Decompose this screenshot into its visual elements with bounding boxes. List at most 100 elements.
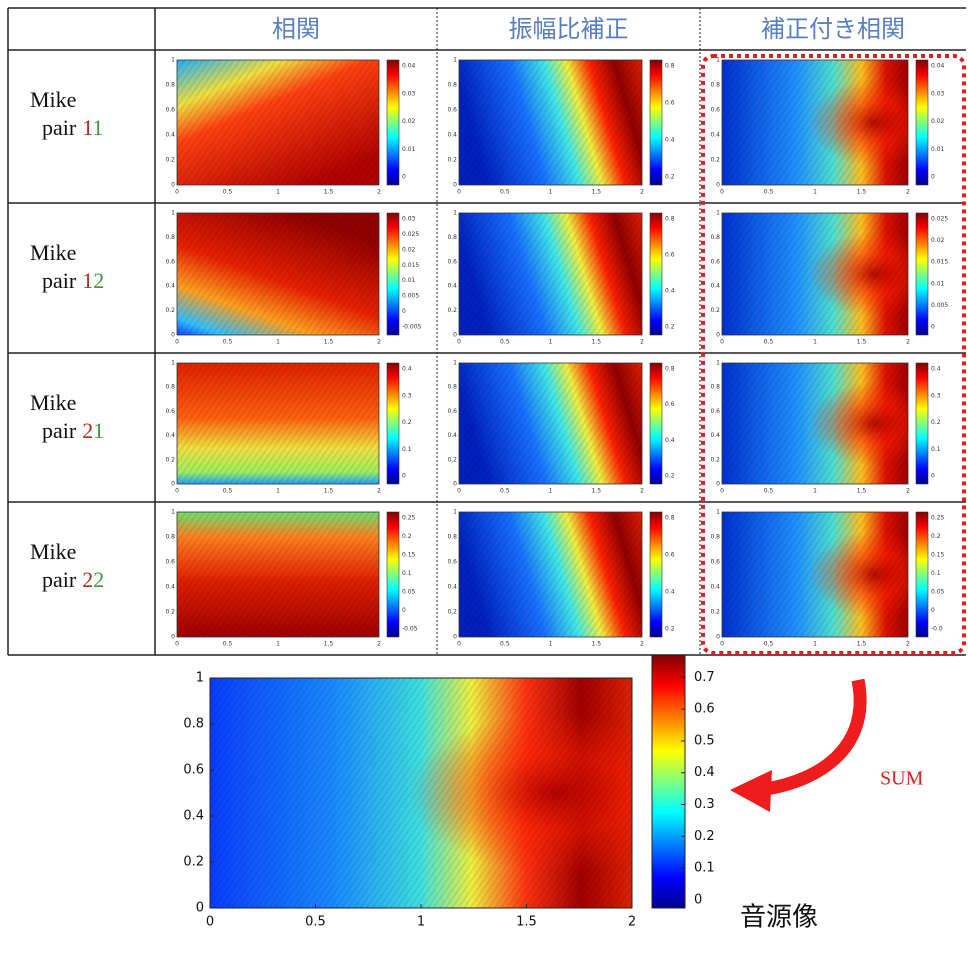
small-y-tick: 1	[171, 210, 175, 217]
small-y-tick: 0.8	[710, 82, 720, 89]
small-y-tick: 0.8	[710, 534, 720, 541]
y-tick-label: 0.6	[183, 763, 204, 778]
y-tick-label: 0.8	[183, 717, 204, 732]
sum-arrowhead	[730, 770, 772, 812]
small-y-tick: 0.2	[710, 609, 720, 616]
colorbar	[649, 59, 663, 186]
axes-frame	[458, 511, 643, 638]
colorbar-tick: 0.02	[931, 118, 945, 125]
small-x-tick: 0.5	[764, 488, 774, 495]
small-x-tick: 0.5	[764, 339, 774, 346]
small-y-tick: 0.4	[165, 432, 175, 439]
colorbar-tick: 0.005	[931, 302, 948, 309]
column-header: 振幅比補正	[509, 15, 629, 43]
small-y-tick: 1	[171, 360, 175, 367]
axes-frame	[458, 362, 643, 485]
pair-word: pair	[42, 567, 77, 592]
small-y-tick: 1	[716, 509, 720, 516]
colorbar-tick: 0.01	[931, 280, 945, 287]
colorbar	[915, 212, 929, 336]
colorbar-tick: 0.3	[931, 392, 941, 399]
small-y-tick: 0.2	[165, 307, 175, 314]
small-x-tick: 1	[549, 641, 553, 648]
small-y-tick: 0.8	[447, 82, 457, 89]
colorbar-tick: 0.15	[402, 552, 416, 559]
sum-arrow	[759, 678, 867, 797]
small-y-tick: 0.8	[165, 534, 175, 541]
colorbar-tick: 0.2	[402, 419, 412, 426]
small-x-tick: 2	[906, 339, 910, 346]
small-x-tick: 0	[457, 641, 461, 648]
small-x-tick: 1.5	[591, 641, 601, 648]
small-x-tick: 0	[175, 189, 179, 196]
small-x-tick: 1	[549, 339, 553, 346]
small-x-tick: 2	[906, 641, 910, 648]
small-x-tick: 1	[276, 189, 280, 196]
colorbar-tick: 0.8	[665, 366, 675, 373]
small-y-tick: 0.6	[710, 559, 720, 566]
small-y-tick: 0.6	[165, 107, 175, 114]
small-x-tick: 0	[457, 488, 461, 495]
colorbar-tick: 0.04	[931, 63, 945, 70]
small-y-tick: 0.2	[165, 157, 175, 164]
small-x-tick: 1.5	[324, 339, 334, 346]
small-y-tick: 0	[453, 332, 457, 339]
small-x-tick: 1	[549, 189, 553, 196]
small-x-tick: 0	[175, 641, 179, 648]
small-y-tick: 0	[716, 332, 720, 339]
small-x-tick: 2	[640, 641, 644, 648]
colorbar-tick: 0.025	[931, 216, 948, 223]
x-tick-label: 2	[628, 915, 636, 930]
colorbar-tick: 0	[931, 607, 935, 614]
heatmap-texture	[177, 363, 379, 484]
small-x-tick: 0.5	[764, 189, 774, 196]
colorbar-tick: 0.8	[665, 515, 675, 522]
colorbar-tick: 0	[402, 174, 406, 181]
colorbar-tick: 0.1	[931, 446, 941, 453]
colorbar-tick: 0	[402, 308, 406, 315]
colorbar-tick: 0.1	[402, 446, 412, 453]
heatmap-texture	[459, 512, 642, 637]
colorbar-tick: -0.05	[402, 626, 418, 633]
colorbar-tick: 0.03	[931, 90, 945, 97]
highlight-box	[701, 54, 966, 655]
mic-label: Mike	[30, 539, 76, 564]
colorbar-tick: 0.3	[402, 392, 412, 399]
colorbar-tick: 0	[402, 473, 406, 480]
small-y-tick: 0.8	[710, 234, 720, 241]
result-colorbar	[651, 654, 686, 909]
y-tick-label: 0	[196, 901, 204, 916]
pair-label: pair 21	[42, 418, 104, 443]
sum-label: SUM	[880, 768, 924, 790]
x-tick-label: 0	[206, 915, 214, 930]
small-y-tick: 0.8	[710, 384, 720, 391]
pair-digit: 2	[82, 567, 93, 592]
small-y-tick: 0.2	[710, 157, 720, 164]
small-x-tick: 1	[813, 339, 817, 346]
small-x-tick: 0	[175, 488, 179, 495]
small-y-tick: 0	[171, 332, 175, 339]
small-x-tick: 0.5	[500, 189, 510, 196]
small-y-tick: 0	[716, 481, 720, 488]
colorbar	[386, 511, 400, 638]
colorbar-tick: 0	[931, 174, 935, 181]
small-y-tick: 0	[716, 634, 720, 641]
colorbar-tick: 0.2	[665, 324, 675, 331]
colorbar-tick: 0.05	[402, 589, 416, 596]
axes-frame	[721, 59, 909, 186]
colorbar-tick: 0.1	[931, 570, 941, 577]
pair-digit: 2	[82, 418, 93, 443]
colorbar-tick: 0.02	[402, 246, 416, 253]
colorbar-tick: 0.015	[931, 259, 948, 266]
colorbar-tick: 0	[931, 473, 935, 480]
colorbar-tick: 0.6	[665, 252, 675, 259]
colorbar-tick: 0.4	[665, 137, 675, 144]
colorbar-tick: 0.4	[402, 366, 412, 373]
colorbar-tick: 0.2	[402, 533, 412, 540]
pair-digit: 1	[82, 268, 93, 293]
colorbar-tick-label: 0.1	[694, 861, 715, 876]
small-x-tick: 0	[720, 339, 724, 346]
small-x-tick: 2	[377, 189, 381, 196]
colorbar-tick: 0.01	[402, 277, 416, 284]
